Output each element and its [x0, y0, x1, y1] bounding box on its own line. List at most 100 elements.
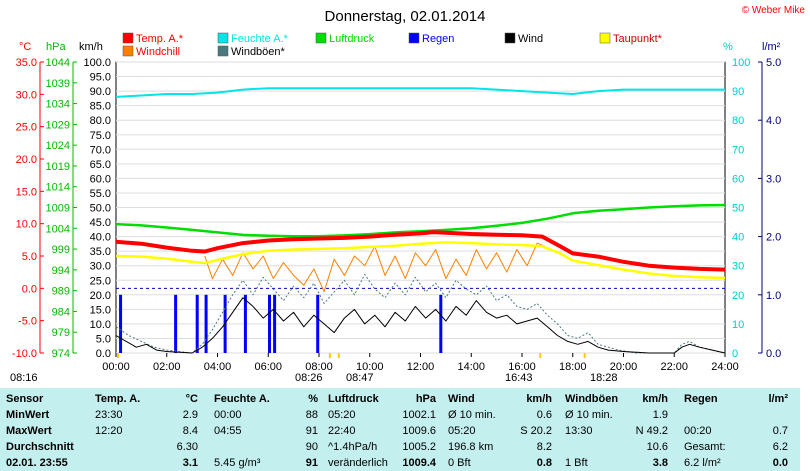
- header-luft_unit: hPa: [415, 393, 436, 405]
- kmh-tick-label: 65.0: [90, 159, 111, 171]
- rain-bar: [204, 294, 208, 353]
- temp-tick-label: -5.0: [18, 316, 37, 328]
- kmh-tick-label: 30.0: [90, 261, 111, 273]
- rain-tick-label: 0.0: [766, 348, 781, 360]
- cell-wind_val: 8.2: [536, 441, 552, 453]
- pct-tick-label: 10: [732, 319, 744, 331]
- weather-chart: Donnerstag, 02.01.2014 © Weber Mike Temp…: [10, 5, 806, 384]
- rain-tick-label: 5.0: [766, 57, 781, 69]
- row-label: Durchschnitt: [6, 441, 74, 453]
- cell-regen_time: 00:20: [684, 425, 712, 437]
- rain-bar: [174, 294, 178, 353]
- kmh-unit: km/h: [79, 41, 103, 53]
- time-axis: 00:00 02:00 04:00 06:00 08:00 10:00 12:00 14:00…: [102, 353, 739, 373]
- header-temp_unit: °C: [185, 393, 198, 405]
- pct-tick-label: 100: [732, 57, 750, 69]
- cell-boeen_time: Ø 10 min.: [565, 409, 613, 421]
- kmh-tick-label: 70.0: [90, 144, 111, 156]
- rain-bar: [439, 294, 443, 353]
- cell-wind_time: Ø 10 min.: [448, 409, 496, 421]
- cell-wind_time: 196.8 km: [448, 441, 494, 453]
- temp-unit: °C: [19, 41, 31, 53]
- row-label: 02.01. 23:55: [6, 457, 68, 469]
- legend-label: Temp. A.*: [136, 33, 184, 45]
- time-tick-label: 10:00: [356, 361, 384, 373]
- cell-regen_time: Gesamt:: [684, 441, 726, 453]
- pct-tick-label: 80: [732, 115, 744, 127]
- cell-boeen_val: N 49.2: [635, 425, 668, 437]
- legend-label: Regen: [422, 33, 454, 45]
- cell-regen_val: 6.2: [772, 441, 788, 453]
- temp-tick-label: 20.0: [16, 154, 37, 166]
- cell-temp_time: 23:30: [95, 409, 123, 421]
- kmh-tick-label: 60.0: [90, 173, 111, 185]
- legend-swatch: [122, 32, 134, 44]
- cell-luft_val: 1002.1: [402, 409, 436, 421]
- cell-luft_time: 05:20: [328, 409, 356, 421]
- kmh-tick-label: 80.0: [90, 115, 111, 127]
- cell-temp_val: 2.9: [182, 409, 198, 421]
- marker-label: 08:16: [10, 372, 38, 384]
- hpa-tick-label: 1004: [46, 223, 70, 235]
- header-luft: Luftdruck: [328, 393, 379, 405]
- temp-tick-label: 15.0: [16, 186, 37, 198]
- cell-boeen_time: 1 Bft: [565, 457, 588, 469]
- legend-swatch: [217, 32, 229, 44]
- header-sensor: Sensor: [6, 393, 44, 405]
- chart-title: Donnerstag, 02.01.2014: [325, 8, 486, 25]
- time-tick-label: 20:00: [610, 361, 638, 373]
- pct-tick-label: 50: [732, 203, 744, 215]
- hpa-tick-label: 1044: [46, 57, 70, 69]
- rain-tick-label: 2.0: [766, 232, 781, 244]
- time-tick-label: 02:00: [153, 361, 181, 373]
- kmh-tick-label: 85.0: [90, 101, 111, 113]
- cell-luft_time: 22:40: [328, 425, 356, 437]
- legend-label: Wind: [518, 33, 543, 45]
- legend-swatch: [408, 32, 420, 44]
- rain-unit: l/m²: [762, 41, 781, 53]
- header-regen_unit: l/m²: [768, 393, 788, 405]
- cell-boeen_val: 1.9: [652, 409, 668, 421]
- cell-temp_time: 12:20: [95, 425, 123, 437]
- rain-bar: [273, 294, 277, 353]
- cell-feuchte_time: 00:00: [214, 409, 242, 421]
- temp-tick-label: 25.0: [16, 122, 37, 134]
- legend-label: Feuchte A.*: [231, 33, 289, 45]
- statistics-table: Sensor Temp. A. °C Feuchte A.% Luftdruck hPa W…: [0, 388, 800, 471]
- cell-feuchte_val: 88: [305, 409, 318, 421]
- legend-swatch: [599, 32, 611, 44]
- kmh-tick-label: 5.0: [96, 333, 111, 345]
- cell-boeen_val: 3.8: [652, 457, 668, 469]
- copyright-text: © Weber Mike: [742, 5, 806, 16]
- cell-feuchte_val: 90: [305, 441, 318, 453]
- header-feuchte_unit: %: [308, 393, 318, 405]
- cell-temp_val: 8.4: [182, 425, 198, 437]
- cell-regen_time: 6.2 l/m²: [684, 457, 721, 469]
- header-temp: Temp. A.: [95, 393, 141, 405]
- time-tick-label: 22:00: [660, 361, 688, 373]
- hpa-tick-label: 1009: [46, 203, 70, 215]
- rain-tick-label: 4.0: [766, 115, 781, 127]
- pct-unit: %: [723, 41, 733, 53]
- kmh-tick-label: 50.0: [90, 203, 111, 215]
- kmh-tick-label: 0.0: [96, 348, 111, 360]
- time-tick-label: 06:00: [254, 361, 282, 373]
- pct-tick-label: 20: [732, 290, 744, 302]
- temp-tick-label: 10.0: [16, 219, 37, 231]
- rain-bar: [316, 294, 320, 353]
- series-line-windb-en: [115, 273, 726, 354]
- temp-tick-label: 30.0: [16, 89, 37, 101]
- kmh-tick-label: 25.0: [90, 275, 111, 287]
- cell-luft_val: 1009.4: [402, 457, 436, 469]
- cell-temp_val: 3.1: [182, 457, 198, 469]
- cell-feuchte_time: 5.45 g/m³: [214, 457, 261, 469]
- hpa-tick-label: 989: [52, 286, 70, 298]
- rain-bar: [195, 294, 199, 353]
- temp-tick-label: 0.0: [22, 283, 37, 295]
- hpa-tick-label: 1014: [46, 182, 70, 194]
- kmh-tick-label: 55.0: [90, 188, 111, 200]
- legend-swatch: [504, 32, 516, 44]
- legend-label: Luftdruck: [329, 33, 375, 45]
- kmh-tick-label: 75.0: [90, 130, 111, 142]
